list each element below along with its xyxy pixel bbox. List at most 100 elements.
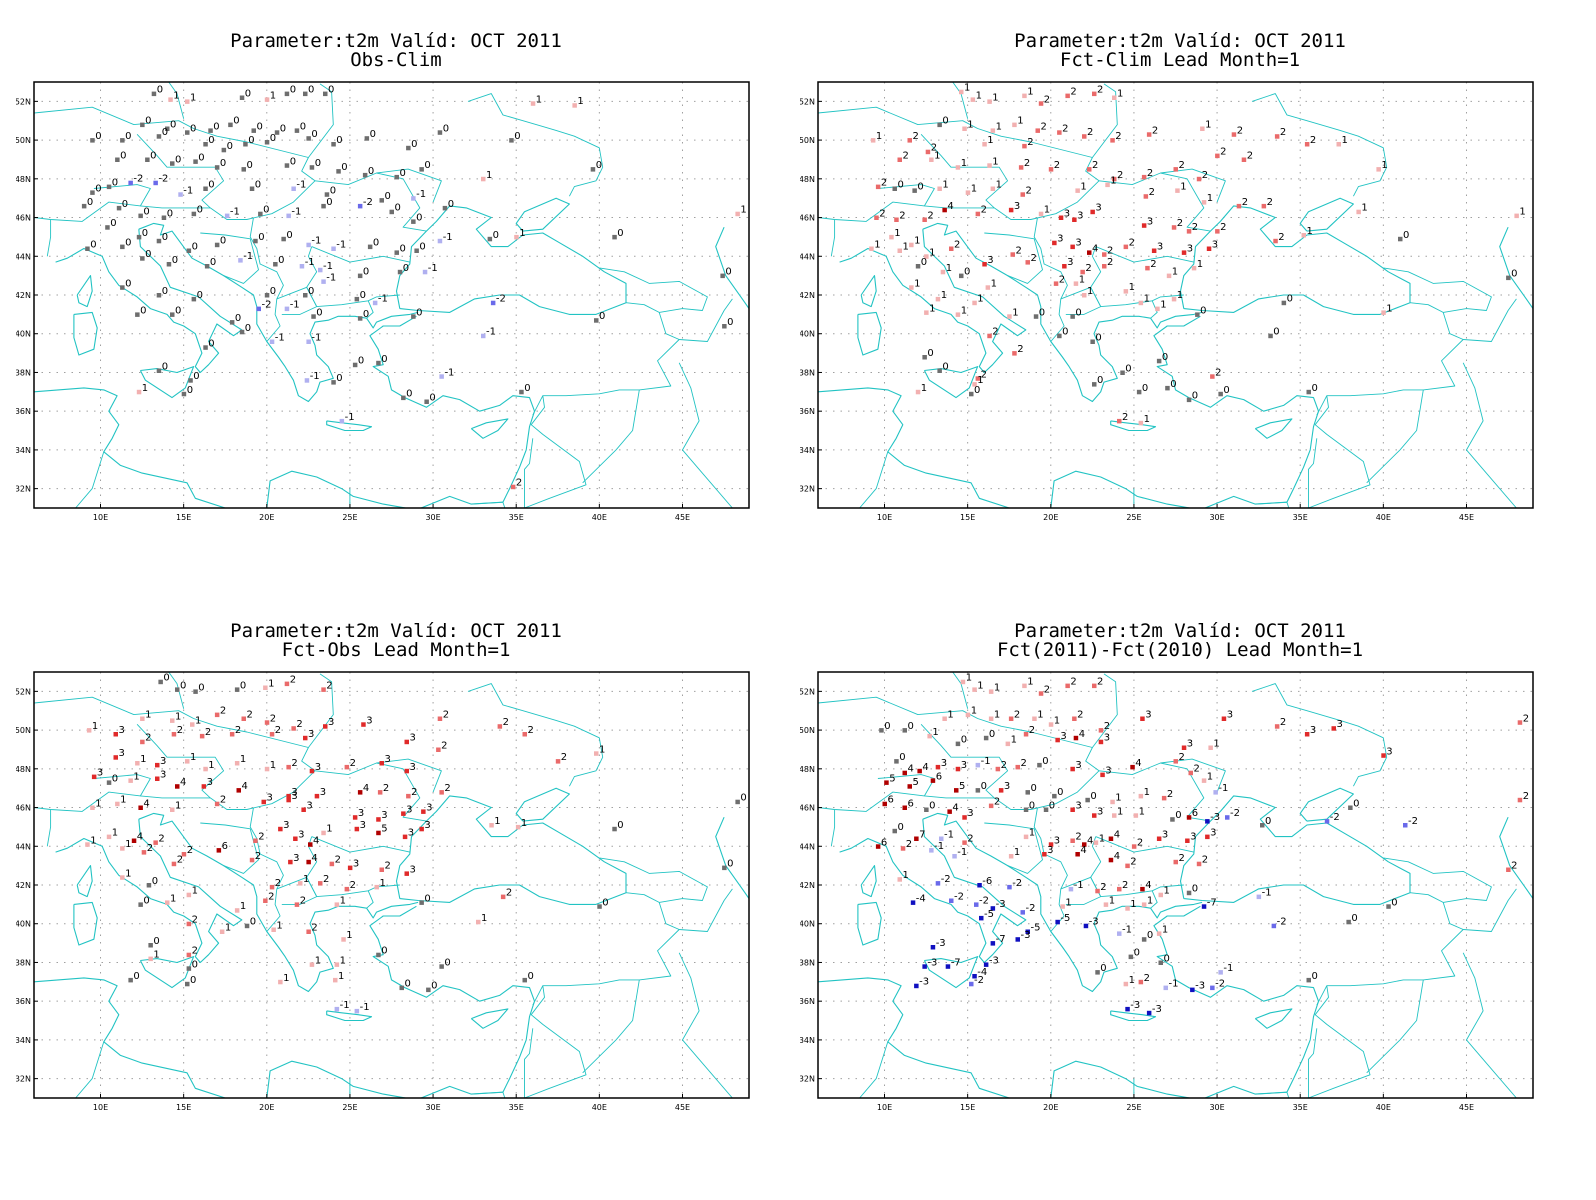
y-tick-label: 38N — [800, 368, 815, 377]
station: 0 — [376, 946, 388, 958]
station: -2 — [1324, 812, 1340, 824]
station-value: 1 — [1519, 207, 1525, 218]
station-marker — [902, 805, 907, 810]
station: 0 — [1090, 333, 1102, 344]
station-marker — [165, 126, 170, 131]
coastline — [55, 819, 243, 964]
x-tick-label: 10E — [877, 513, 892, 522]
station-value: 2 — [1054, 160, 1060, 171]
country-border — [34, 673, 334, 748]
station-marker — [1210, 985, 1215, 991]
x-tick-label: 15E — [960, 513, 975, 522]
station-marker — [299, 264, 305, 269]
station-value: 1 — [1144, 294, 1150, 305]
station: 4 — [1082, 835, 1093, 847]
station-value: -2 — [158, 174, 168, 185]
station-marker — [141, 850, 147, 855]
station-value: 3 — [119, 725, 125, 736]
station: 2 — [171, 725, 183, 737]
station-marker — [879, 728, 884, 733]
station-value: 0 — [528, 971, 534, 982]
country-border — [524, 438, 534, 508]
station: 2 — [1015, 758, 1027, 770]
station-marker — [1082, 134, 1087, 139]
station-value: 3 — [1075, 238, 1081, 249]
station-value: 1 — [1115, 793, 1121, 804]
station-marker — [1171, 225, 1177, 230]
y-tick-label: 48N — [16, 175, 31, 184]
map-panel-fct-obs: Parameter:t2m Valíd: OCT 2011 Fct-Obs Le… — [16, 619, 776, 1119]
coastline — [1254, 418, 1293, 439]
station: 1 — [115, 795, 126, 807]
station: 2 — [186, 915, 198, 927]
station: 1 — [120, 868, 131, 880]
x-tick-label: 20E — [259, 513, 274, 522]
station-value: -3 — [927, 957, 937, 968]
country-border — [1308, 1028, 1318, 1098]
station-marker — [303, 735, 308, 741]
station-value: -1 — [291, 207, 301, 218]
station-marker — [199, 733, 205, 739]
y-tick-label: 34N — [16, 446, 31, 455]
station-value: -1 — [416, 189, 426, 200]
station: 0 — [594, 311, 605, 323]
station-value: 2 — [528, 725, 534, 736]
station: 3 — [1156, 830, 1168, 841]
station-marker — [1117, 886, 1122, 892]
station: 0 — [258, 205, 269, 217]
country-border — [376, 758, 442, 793]
station: 1 — [203, 760, 215, 772]
station: 1 — [965, 183, 977, 195]
station: 2 — [1146, 125, 1158, 137]
station: 0 — [394, 168, 406, 180]
station-marker — [1163, 985, 1168, 991]
station-value: 0 — [1095, 333, 1101, 344]
coastline — [395, 205, 627, 315]
station-marker — [286, 213, 291, 219]
station-marker — [497, 724, 503, 729]
coastline — [326, 420, 373, 432]
station-marker — [1210, 374, 1215, 379]
station-marker — [1213, 790, 1218, 795]
station-marker — [374, 884, 379, 890]
station-marker — [1048, 842, 1054, 847]
station: 1 — [1171, 290, 1183, 302]
station-marker — [306, 929, 311, 934]
station-value: 1 — [942, 180, 948, 191]
station: 1 — [985, 278, 997, 290]
station-marker — [1136, 389, 1142, 395]
station-value: 3 — [1162, 830, 1168, 841]
station: 3 — [323, 717, 334, 729]
station-marker — [115, 157, 120, 162]
station-marker — [239, 95, 245, 100]
station-marker — [221, 147, 227, 153]
station-value: 0 — [1039, 307, 1045, 318]
station-value: 2 — [954, 240, 960, 251]
station: 0 — [1281, 294, 1293, 306]
station-marker — [419, 900, 424, 905]
station-value: 2 — [1202, 170, 1208, 181]
station-value: 2 — [220, 795, 226, 806]
country-border — [1060, 876, 1102, 905]
station-marker — [309, 165, 315, 170]
station: 0 — [234, 680, 246, 692]
station: 1 — [136, 383, 148, 395]
station: 0 — [426, 981, 437, 993]
x-tick-label: 20E — [1043, 1103, 1058, 1112]
station-value: 2 — [1511, 861, 1517, 872]
station: 0 — [303, 286, 314, 298]
station: -1 — [339, 412, 355, 424]
station: 3 — [982, 255, 994, 267]
station: 0 — [253, 232, 265, 244]
station: 2 — [436, 741, 447, 752]
station-marker — [339, 418, 345, 424]
station: 3 — [113, 748, 125, 760]
station-marker — [1055, 737, 1060, 743]
country-border — [1366, 979, 1424, 1074]
station: 6 — [875, 837, 887, 849]
station-marker — [947, 809, 952, 814]
station: 1 — [1356, 203, 1368, 215]
station: -1 — [952, 847, 967, 859]
station-value: 3 — [366, 715, 372, 726]
station-value: 0 — [1170, 379, 1176, 390]
